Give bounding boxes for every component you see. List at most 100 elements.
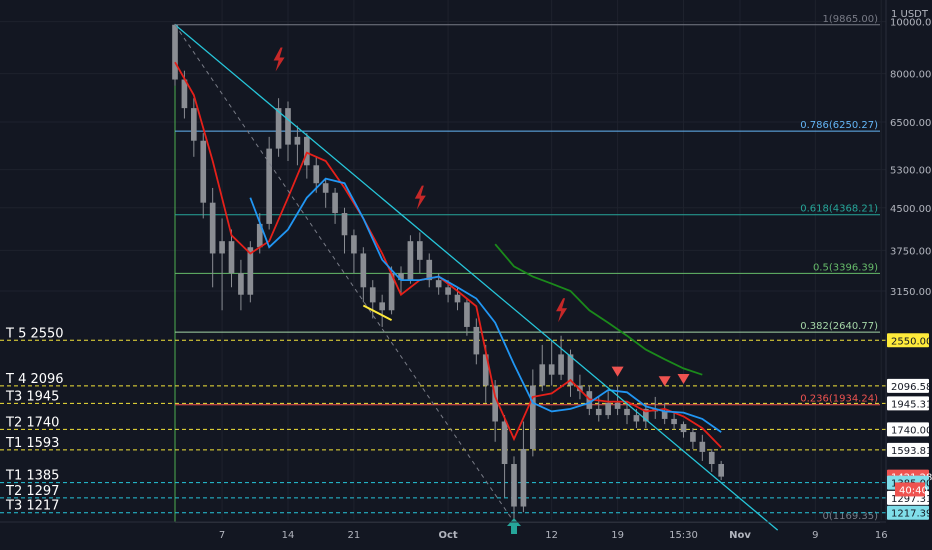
candle-body — [718, 464, 724, 477]
price-tag-box — [887, 333, 929, 348]
candle-body — [501, 421, 508, 465]
target-levels: T 5 2550 T 4 2096 T3 1945 T2 1740 T1 1593 T1 … — [0, 326, 886, 514]
candle-body — [322, 183, 329, 193]
candle-body — [605, 402, 611, 416]
price-axis[interactable]: 10000.00 8000.00 6500.00 5300.00 4500.00 3750… — [890, 18, 932, 298]
candle-body — [313, 165, 320, 184]
time-tick-label: 12 — [545, 530, 558, 541]
candle-body — [407, 241, 414, 281]
candle-body — [595, 408, 602, 416]
candle-body — [614, 402, 621, 409]
currency-label[interactable]: 1 USDT — [891, 9, 929, 20]
candle-body — [473, 326, 480, 355]
candle-body — [304, 136, 310, 166]
candle-body — [417, 241, 423, 260]
time-tick-label: 19 — [611, 530, 624, 541]
lightning-bolt-icon — [556, 298, 568, 323]
price-tags: 2550.002096.581945.311740.001593.811421.… — [887, 333, 932, 520]
candle-body — [454, 294, 461, 303]
lightning-bolt-icon — [414, 185, 426, 210]
candle-body — [567, 354, 574, 386]
price-tick-label: 10000.00 — [890, 18, 932, 29]
candle-body — [369, 287, 376, 303]
time-tick-label: 16 — [875, 530, 888, 541]
price-tag-box — [887, 378, 929, 393]
time-tick-label: 15:30 — [669, 530, 698, 541]
candle-body — [464, 302, 470, 327]
price-tag-label: 1593.81 — [891, 446, 932, 457]
candle-body — [238, 273, 244, 295]
highlight-segment[interactable] — [362, 304, 393, 322]
arrow-down-icon — [658, 376, 671, 387]
candle-body — [539, 364, 546, 386]
arrow-down-icon — [677, 374, 690, 385]
candle-body — [275, 108, 282, 149]
candle-body — [351, 235, 357, 254]
candle-body — [191, 108, 197, 141]
moving-average-line — [174, 61, 722, 449]
candle-body — [633, 415, 640, 422]
candle-body — [285, 108, 291, 145]
price-tick-label: 6500.00 — [890, 118, 931, 129]
grid-lines — [0, 0, 886, 520]
countdown-tag-label: 40:40 — [899, 485, 928, 496]
fib-level-label: 0(1169.35) — [822, 511, 878, 522]
candle-body — [341, 213, 348, 236]
price-tag-label: 1740.00 — [891, 425, 932, 436]
candle-body — [624, 408, 630, 416]
candle-body — [482, 354, 489, 386]
candle-body — [200, 140, 207, 203]
countdown-tag-box — [895, 482, 925, 497]
candle-body — [388, 273, 395, 311]
arrow-down-icon — [611, 366, 624, 377]
lightning-bolt-icon — [273, 47, 285, 72]
candle-body — [577, 385, 583, 392]
price-tick-label: 4500.00 — [890, 204, 931, 215]
moving-average-line — [249, 177, 722, 433]
candle-body — [548, 364, 555, 375]
fib-level-label: 0.5(3396.39) — [813, 262, 878, 273]
fib-level-label: 0.236(1934.24) — [800, 394, 878, 405]
fib-level-label: 0.786(6250.27) — [800, 120, 878, 131]
candle-body — [256, 223, 263, 248]
descending-trendline[interactable] — [174, 24, 779, 531]
candle-body — [558, 354, 564, 375]
moving-averages — [174, 61, 722, 449]
price-tag-box — [887, 442, 929, 457]
price-candles — [172, 23, 724, 523]
price-tag-label: 2096.58 — [891, 382, 932, 393]
candle-body — [172, 24, 178, 80]
price-tag-label: 1297.31 — [891, 494, 932, 505]
fib-level-label: 0.618(4368.21) — [800, 204, 878, 215]
candle-body — [699, 441, 706, 452]
price-tag-label: 1945.31 — [891, 399, 932, 410]
target-label: T 5 2550 — [5, 326, 64, 341]
time-tick-label: 14 — [282, 530, 295, 541]
candle-body — [435, 280, 442, 288]
target-label: T1 1385 — [5, 469, 59, 484]
target-label: T 4 2096 — [5, 372, 64, 387]
fib-level-label: 0.382(2640.77) — [800, 321, 878, 332]
candle-body — [332, 192, 338, 214]
time-tick-label: Nov — [729, 530, 751, 541]
drawing-tools[interactable] — [174, 24, 779, 531]
candle-body — [511, 464, 517, 507]
candle-body — [228, 241, 235, 274]
moving-average-line — [494, 243, 703, 376]
time-tick-label: 7 — [219, 530, 225, 541]
candle-body — [661, 411, 668, 419]
time-tick-label: Oct — [438, 530, 457, 541]
price-tick-label: 3150.00 — [890, 287, 931, 298]
candle-body — [181, 79, 188, 109]
time-axis[interactable]: 7 14 21 Oct 12 19 15:30 Nov 9 16 — [219, 530, 888, 541]
candle-body — [398, 273, 404, 281]
candle-body — [266, 148, 272, 224]
candle-body — [492, 385, 498, 422]
candle-body — [219, 241, 225, 254]
price-tag-box — [887, 396, 929, 411]
price-tick-label: 8000.00 — [890, 70, 931, 81]
price-tag-box — [887, 505, 929, 520]
price-tag-label: 1217.39 — [891, 509, 932, 520]
